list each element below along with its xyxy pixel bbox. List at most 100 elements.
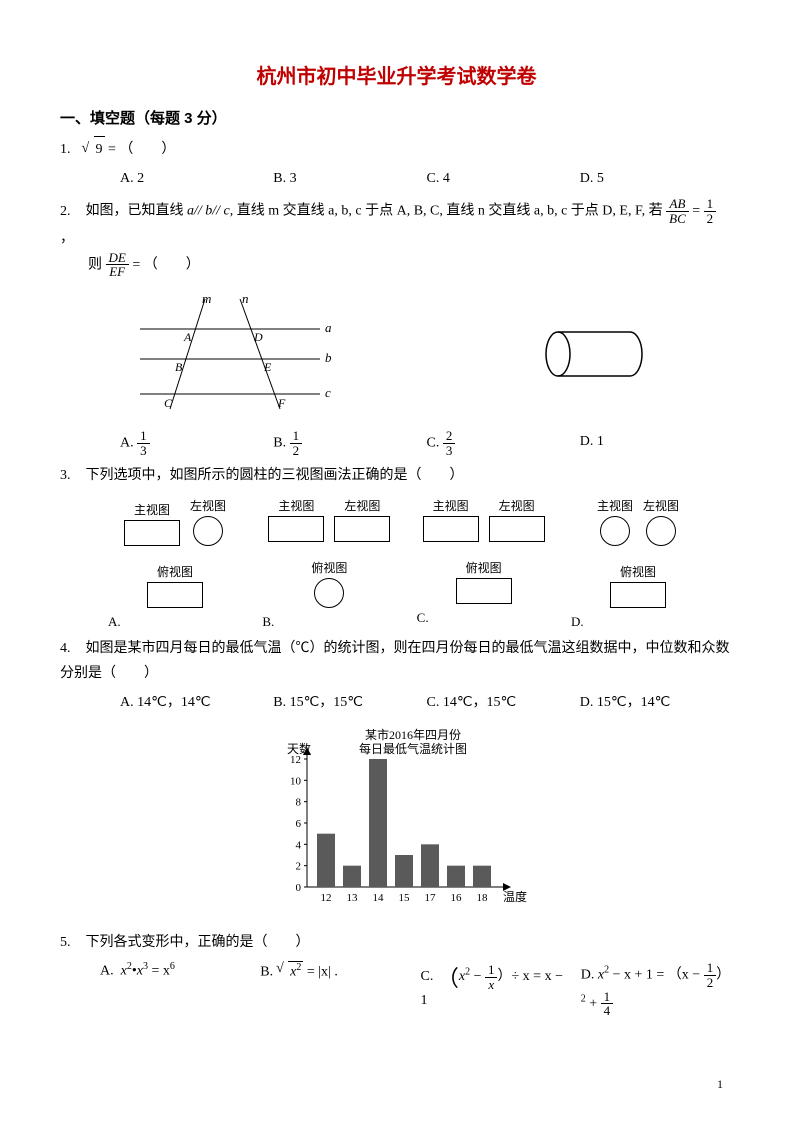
q5A-rhs: = x <box>148 964 170 979</box>
sqrt-icon: 9 <box>86 136 105 162</box>
q5D2d: 4 <box>601 1004 614 1018</box>
circ-icon <box>193 516 223 546</box>
question-2: 2. 如图，已知直线 a// b// c, 直线 m 交直线 a, b, c 于… <box>60 197 733 457</box>
q2-f2n: DE <box>106 251 129 266</box>
question-1: 1. 9 = （ ） A. 2 B. 3 C. 4 D. 5 <box>60 136 733 191</box>
q5C-lbl: C. <box>421 970 434 985</box>
q5-options: A. x2•x3 = x6 B. x2 = |x| . C. （x2 − 1x）… <box>100 961 733 1018</box>
svg-text:12: 12 <box>290 754 301 766</box>
q2-optC: C. 23 <box>427 429 580 457</box>
view-label: 主视图 <box>268 497 324 514</box>
svg-text:温度: 温度 <box>503 889 527 904</box>
circ-icon <box>646 516 676 546</box>
q4-optB: B. 15℃，15℃ <box>273 690 426 715</box>
rect-icon <box>423 516 479 542</box>
svg-text:0: 0 <box>295 882 301 894</box>
q3-optA: 主视图左视图俯视图A. <box>100 497 250 630</box>
q1-stem: = （ ） <box>108 142 175 157</box>
svg-text:17: 17 <box>424 892 436 904</box>
svg-text:某市2016年四月份: 某市2016年四月份 <box>364 727 460 742</box>
q2-cond: a// b// c, <box>187 204 233 219</box>
q2-then: 则 <box>88 257 106 272</box>
svg-text:8: 8 <box>295 797 301 809</box>
q5D-lbl: D. <box>581 968 595 983</box>
svg-text:4: 4 <box>295 839 301 851</box>
rect-icon <box>124 520 180 546</box>
lbl-D: D <box>253 330 263 344</box>
lbl-n: n <box>242 291 249 306</box>
svg-text:10: 10 <box>290 775 302 787</box>
view-label: 主视图 <box>423 497 479 514</box>
lbl-E: E <box>263 360 272 374</box>
page-title: 杭州市初中毕业升学考试数学卷 <box>60 60 733 89</box>
q2Cn: 2 <box>443 429 456 444</box>
rect-icon <box>334 516 390 542</box>
view-label: 俯视图 <box>466 559 502 576</box>
bar-chart: 某市2016年四月份每日最低气温统计图天数温度02468101212131415… <box>267 725 527 915</box>
view-label: 左视图 <box>334 497 390 514</box>
q2-frac1r: 12 <box>704 197 717 225</box>
q5Dd: 2 <box>704 976 717 990</box>
q5B-exp: 2 <box>296 962 301 973</box>
q2-options: A. 13 B. 12 C. 23 D. 1 <box>120 429 733 457</box>
view-label: 主视图 <box>124 501 180 518</box>
q3-optB: 主视图左视图俯视图B. <box>254 497 404 630</box>
q2-figures: m n a b c A B C D E F <box>120 289 733 419</box>
question-3: 3. 下列选项中，如图所示的圆柱的三视图画法正确的是（ ） <box>60 463 733 488</box>
lbl-F: F <box>277 396 286 410</box>
svg-text:15: 15 <box>398 892 410 904</box>
q5Cn: 1 <box>485 963 498 978</box>
q2-pre: 如图，已知直线 <box>86 204 188 219</box>
q4-optC: C. 14℃，15℃ <box>427 690 580 715</box>
q2-optB: B. 12 <box>273 429 426 457</box>
q4-optD: D. 15℃，14℃ <box>580 690 733 715</box>
q2-mid: 直线 m 交直线 a, b, c 于点 A, B, C, 直线 n 交直线 a,… <box>237 204 663 219</box>
q1-optA: A. 2 <box>120 166 273 191</box>
q2-line2: 则 DEEF = （ ） <box>88 251 733 279</box>
sqrt-icon: x2 <box>280 961 303 981</box>
q5-optB: B. x2 = |x| . <box>260 961 412 1018</box>
q5D-plus: + <box>586 996 601 1011</box>
q5A-e3: 6 <box>170 961 175 972</box>
q5D-post: ） <box>716 968 730 983</box>
q2-frac2: DEEF <box>106 251 129 279</box>
q5D-mid: − x + 1 = （x − <box>609 968 704 983</box>
view-label: 俯视图 <box>620 563 656 580</box>
q2Ad: 3 <box>137 444 150 458</box>
lbl-m: m <box>202 291 211 306</box>
q5C-minus: − <box>470 970 485 985</box>
q5A-lbl: A. <box>100 964 114 979</box>
q5-optD: D. x2 − x + 1 = （x − 12）2 + 14 <box>581 961 733 1018</box>
parallel-lines-diagram: m n a b c A B C D E F <box>120 289 340 419</box>
q3-figure-row: 主视图左视图俯视图A.主视图左视图俯视图B.主视图左视图俯视图C.主视图左视图俯… <box>100 497 713 630</box>
q5B-lbl: B. <box>260 965 273 980</box>
q2-f1rn: 1 <box>704 197 717 212</box>
q1-optC: C. 4 <box>427 166 580 191</box>
view-label: 左视图 <box>489 497 545 514</box>
q3-num: 3. <box>60 463 82 488</box>
q2-frac1: ABBC <box>666 197 689 225</box>
view-label: 左视图 <box>190 497 226 514</box>
cylinder-icon <box>540 324 660 384</box>
q2An: 1 <box>137 429 150 444</box>
q4-num: 4. <box>60 636 82 661</box>
rect-icon <box>610 582 666 608</box>
q5D2n: 1 <box>601 990 614 1005</box>
q2-comma: ， <box>60 231 74 246</box>
rect-icon <box>147 582 203 608</box>
q5C-pre: （ <box>437 966 459 991</box>
q2-f1rd: 2 <box>704 212 717 226</box>
rect-icon <box>456 578 512 604</box>
circ-icon <box>314 578 344 608</box>
lbl-c: c <box>325 385 331 400</box>
q2-f1n: AB <box>666 197 689 212</box>
section-heading: 一、填空题（每题 3 分） <box>60 107 733 128</box>
q2B-lbl: B. <box>273 435 286 450</box>
rect-icon <box>268 516 324 542</box>
q1-radicand: 9 <box>94 136 105 162</box>
lbl-b: b <box>325 350 332 365</box>
q5-optA: A. x2•x3 = x6 <box>100 961 252 1018</box>
question-5: 5. 下列各式变形中，正确的是（ ） <box>60 930 733 955</box>
q2-optA: A. 13 <box>120 429 273 457</box>
q2-eq: = <box>692 204 703 219</box>
